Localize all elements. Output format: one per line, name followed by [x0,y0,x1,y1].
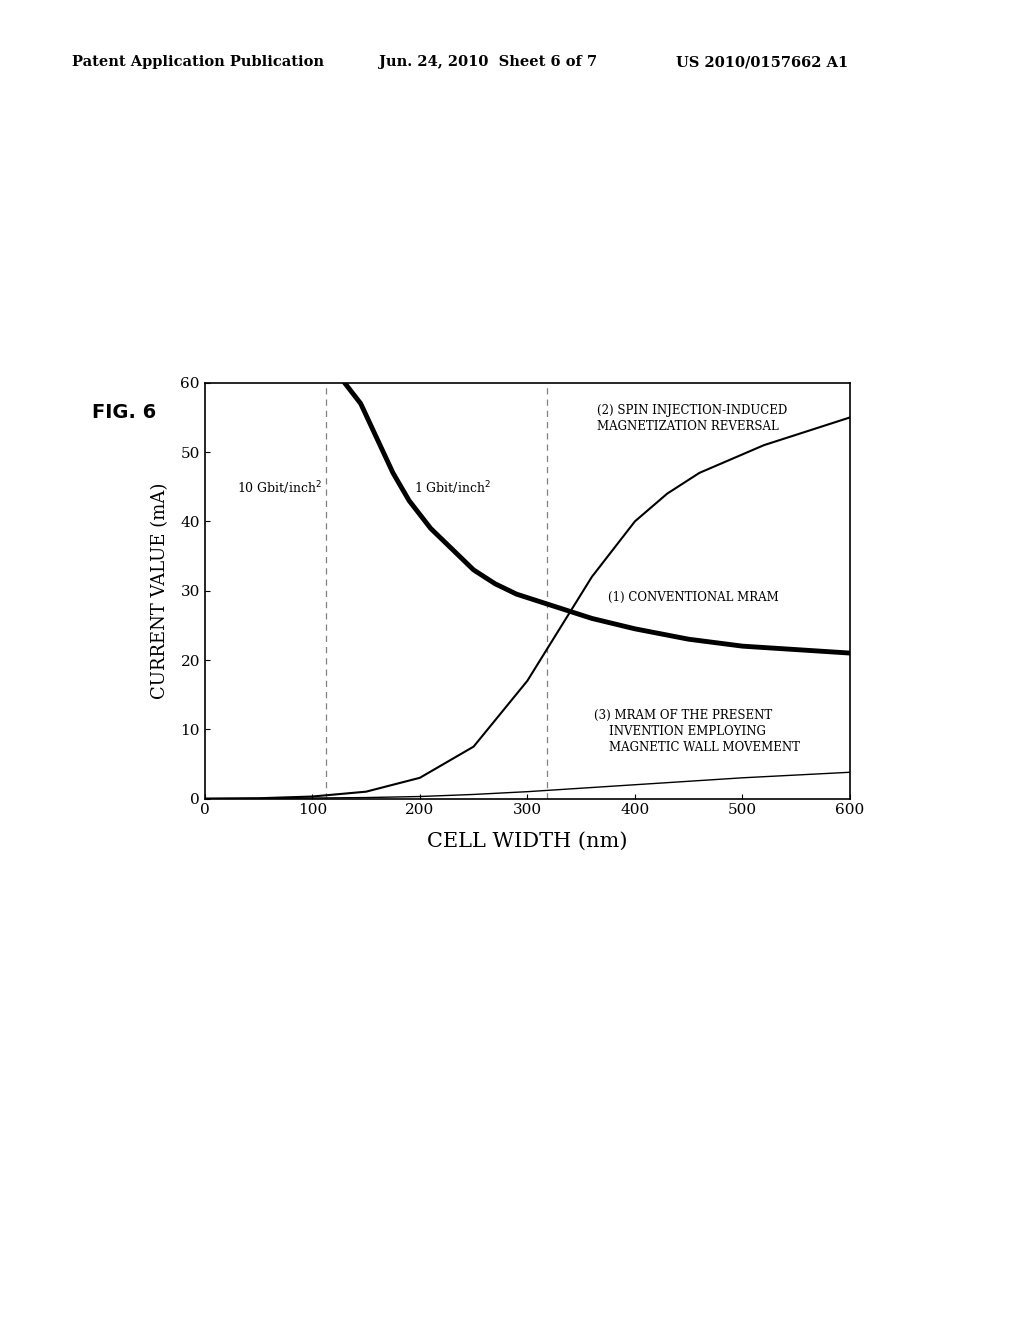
Text: (1) CONVENTIONAL MRAM: (1) CONVENTIONAL MRAM [608,591,778,605]
Text: 1 Gbit/inch$^2$: 1 Gbit/inch$^2$ [415,479,492,498]
Text: 10 Gbit/inch$^2$: 10 Gbit/inch$^2$ [238,479,322,498]
Text: US 2010/0157662 A1: US 2010/0157662 A1 [676,55,848,70]
Text: FIG. 6: FIG. 6 [92,403,157,421]
Text: (2) SPIN INJECTION-INDUCED
MAGNETIZATION REVERSAL: (2) SPIN INJECTION-INDUCED MAGNETIZATION… [597,404,787,433]
Text: Patent Application Publication: Patent Application Publication [72,55,324,70]
Y-axis label: CURRENT VALUE (mA): CURRENT VALUE (mA) [152,483,169,698]
Text: Jun. 24, 2010  Sheet 6 of 7: Jun. 24, 2010 Sheet 6 of 7 [379,55,597,70]
X-axis label: CELL WIDTH (nm): CELL WIDTH (nm) [427,832,628,850]
Text: (3) MRAM OF THE PRESENT
    INVENTION EMPLOYING
    MAGNETIC WALL MOVEMENT: (3) MRAM OF THE PRESENT INVENTION EMPLOY… [594,709,800,754]
